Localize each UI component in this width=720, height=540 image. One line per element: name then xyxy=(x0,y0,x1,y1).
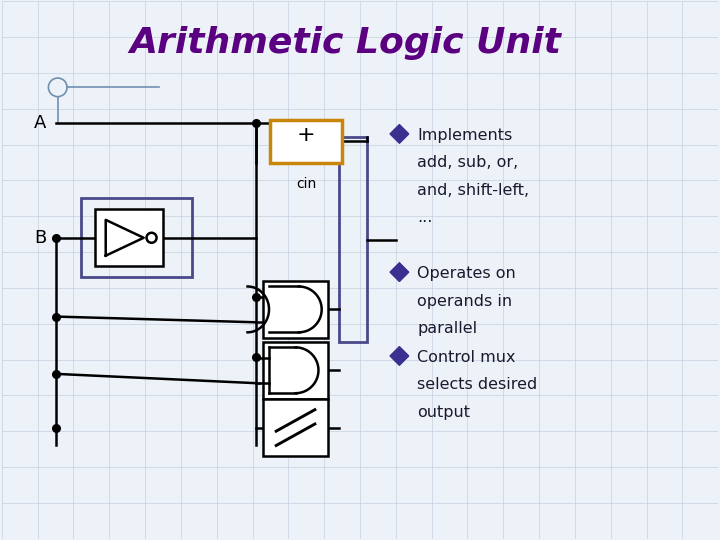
Text: Control mux: Control mux xyxy=(418,350,516,365)
Text: selects desired: selects desired xyxy=(418,377,538,393)
Text: Arithmetic Logic Unit: Arithmetic Logic Unit xyxy=(130,26,562,60)
Text: operands in: operands in xyxy=(418,294,513,309)
Text: A: A xyxy=(34,114,47,132)
Text: +: + xyxy=(297,125,315,145)
Bar xyxy=(264,342,328,399)
Polygon shape xyxy=(390,125,409,143)
Text: Implements: Implements xyxy=(418,128,513,143)
Bar xyxy=(264,281,328,338)
Text: add, sub, or,: add, sub, or, xyxy=(418,156,518,171)
Bar xyxy=(95,209,163,266)
Bar xyxy=(264,399,328,456)
Text: ...: ... xyxy=(418,210,433,225)
Polygon shape xyxy=(390,347,409,365)
Text: and, shift-left,: and, shift-left, xyxy=(418,183,529,198)
Bar xyxy=(81,198,192,277)
Text: output: output xyxy=(418,404,470,420)
Text: parallel: parallel xyxy=(418,321,477,336)
Bar xyxy=(271,119,342,163)
Text: Operates on: Operates on xyxy=(418,266,516,281)
Text: cin: cin xyxy=(296,177,316,191)
Bar xyxy=(338,138,367,342)
Polygon shape xyxy=(390,263,409,281)
Text: B: B xyxy=(34,229,46,247)
